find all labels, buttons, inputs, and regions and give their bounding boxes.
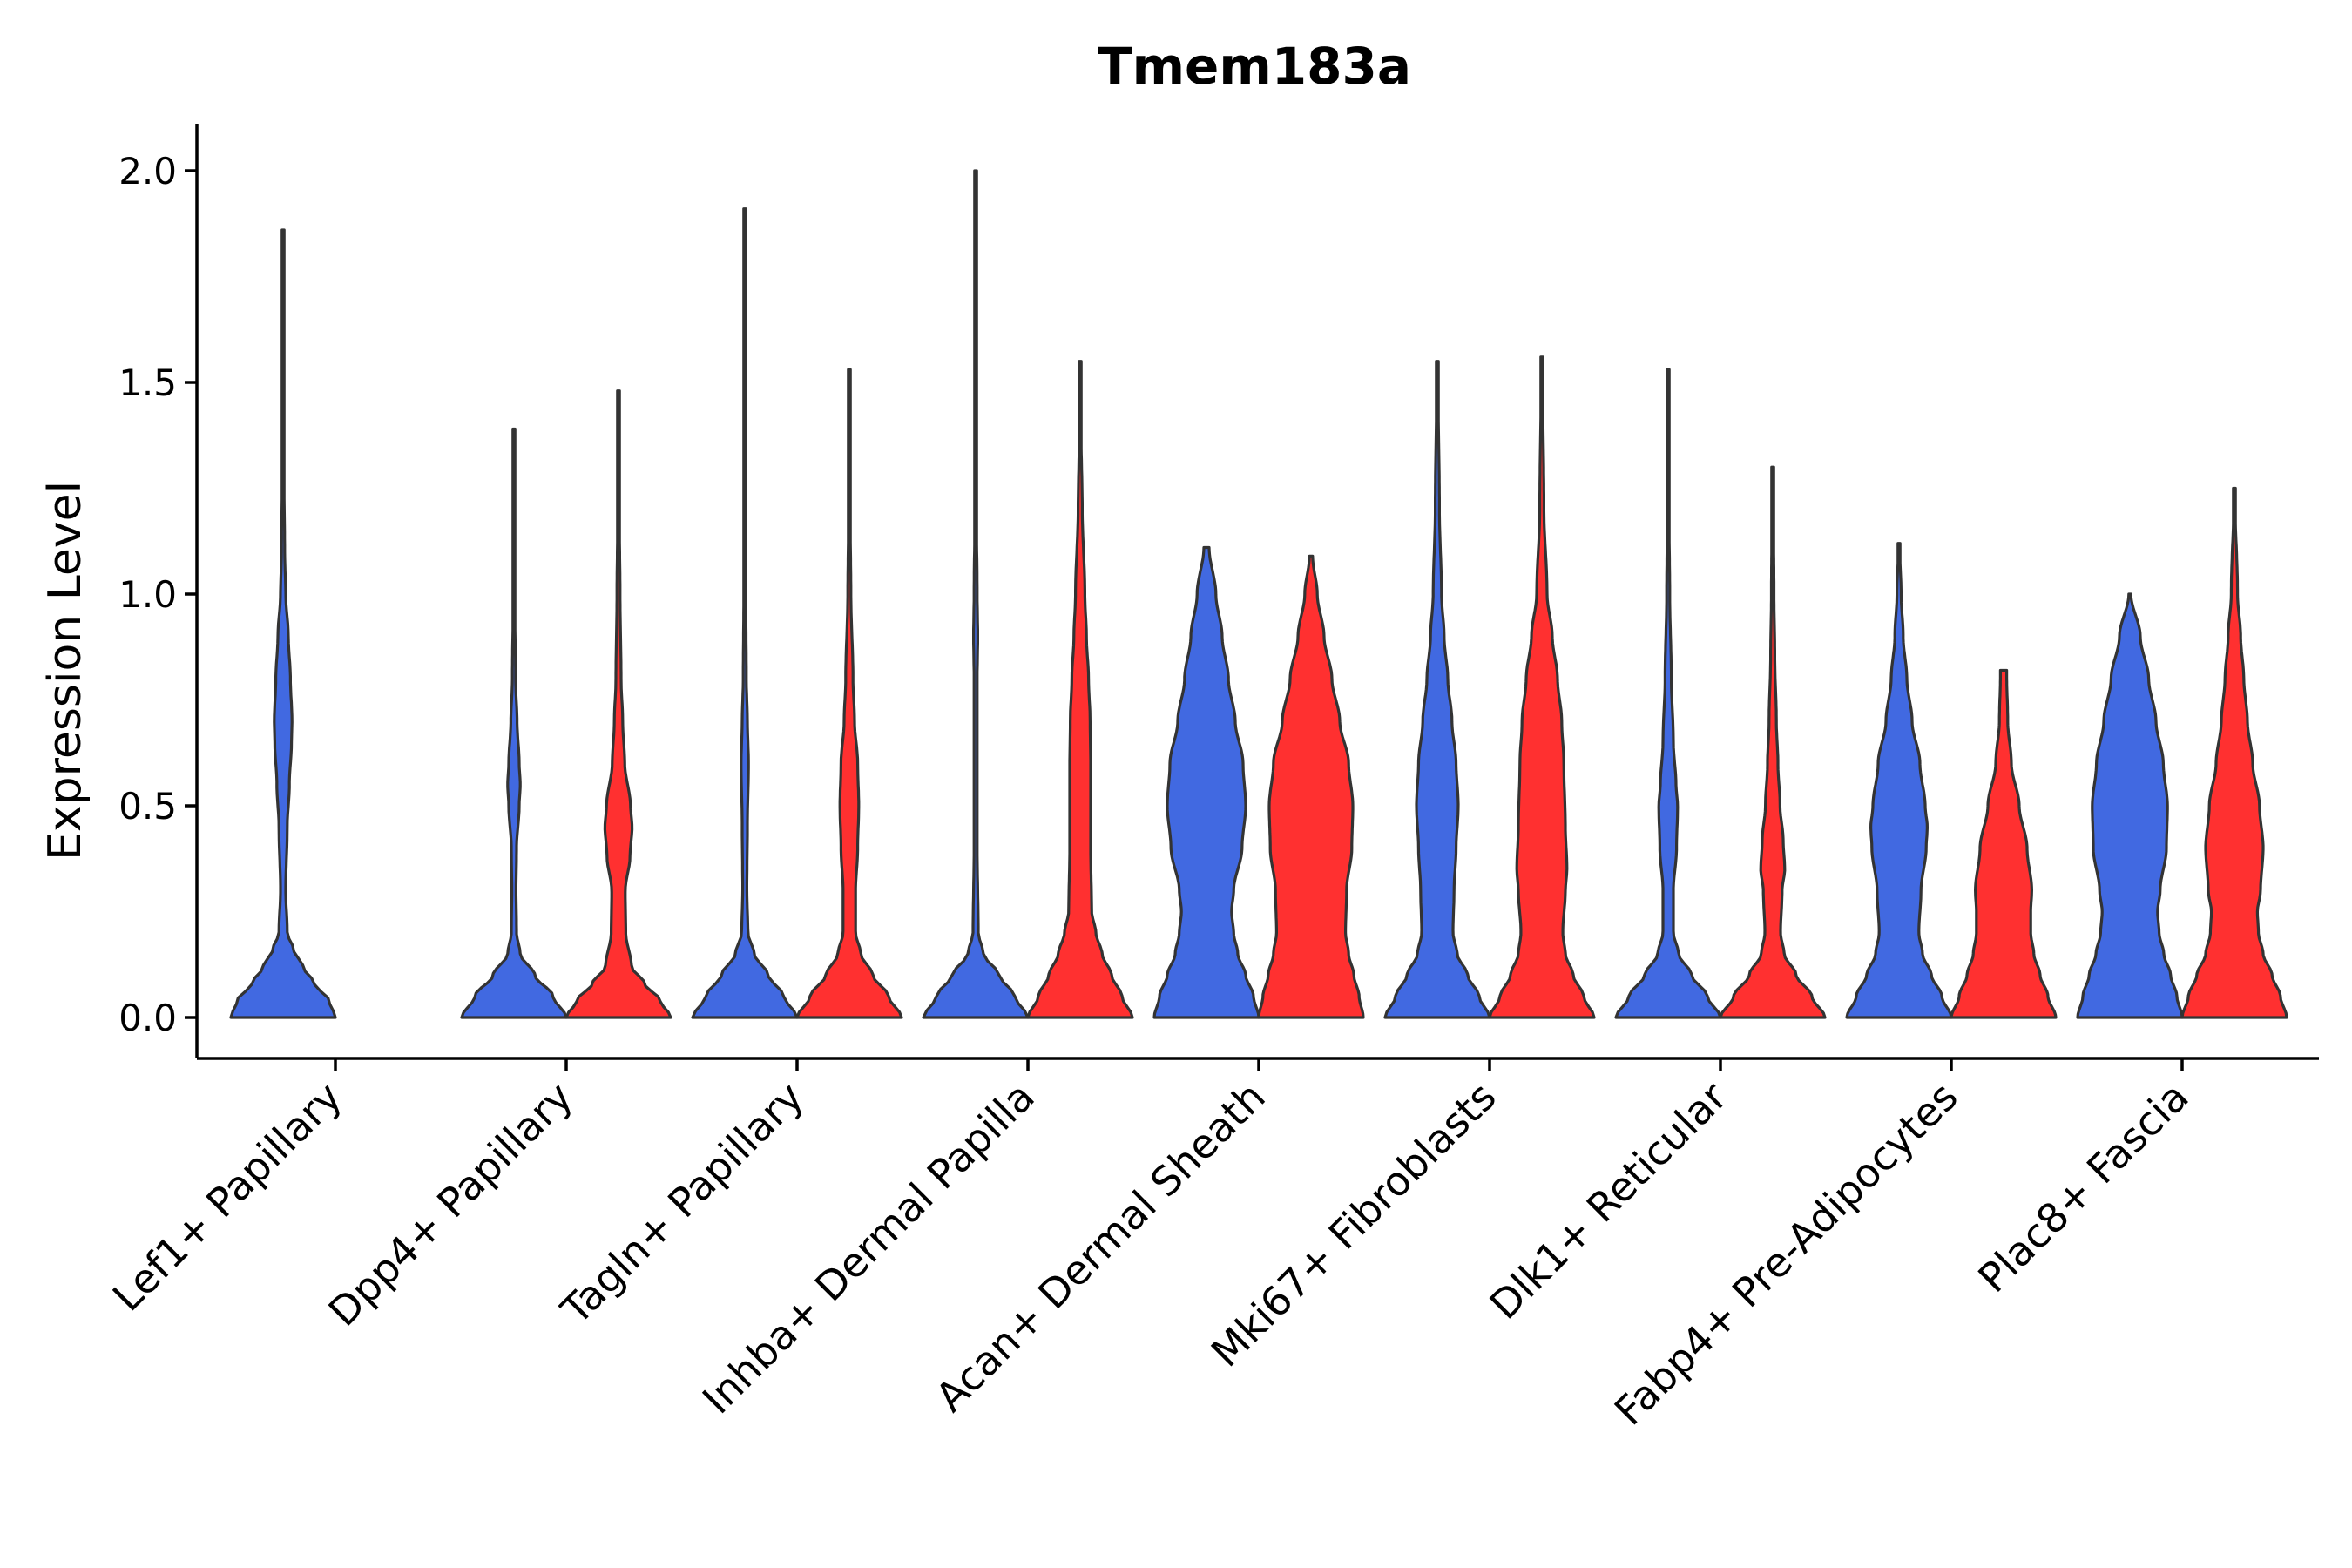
violin-red: [1719, 465, 1827, 1019]
violin-blue: [460, 427, 568, 1019]
violin-red: [1026, 360, 1134, 1019]
violin-blue: [229, 228, 337, 1019]
violin-red: [564, 389, 672, 1019]
chart-title: Tmem183a: [1098, 37, 1411, 96]
y-axis-label: Expression Level: [39, 481, 91, 861]
violin-blue: [691, 207, 799, 1019]
violin-blue: [1614, 368, 1722, 1019]
y-tick-label: 0.5: [118, 785, 177, 828]
y-tick-label: 1.5: [118, 362, 177, 404]
violin-red: [2180, 486, 2288, 1019]
y-tick-label: 1.0: [118, 573, 177, 616]
violin-red: [1257, 554, 1365, 1019]
violin-layer: [229, 169, 2288, 1019]
y-tick-label: 2.0: [118, 150, 177, 193]
violin-blue: [1383, 360, 1491, 1019]
violin-blue: [922, 169, 1030, 1019]
violin-red: [795, 368, 903, 1019]
violin-red: [1950, 668, 2058, 1019]
violin-blue: [1845, 542, 1953, 1019]
violin-blue: [2076, 592, 2184, 1019]
violin-blue: [1152, 545, 1260, 1019]
y-tick-label: 0.0: [118, 997, 177, 1039]
y-ticks: 0.0 0.5 1.0 1.5 2.0: [118, 150, 197, 1039]
violin-red: [1488, 355, 1596, 1019]
